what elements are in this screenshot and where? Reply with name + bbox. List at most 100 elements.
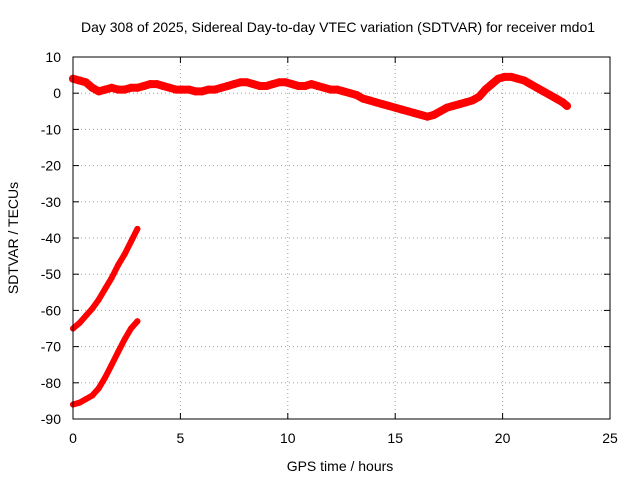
x-tick-label: 20: [495, 430, 511, 446]
data-point: [101, 85, 110, 94]
data-point: [121, 251, 128, 258]
data-point: [429, 110, 438, 119]
data-point: [249, 80, 258, 89]
data-point: [223, 82, 232, 90]
series-upper-curve: [70, 225, 141, 332]
data-point: [236, 78, 245, 87]
data-point: [89, 392, 96, 399]
data-point: [134, 225, 141, 232]
data-point: [449, 101, 458, 110]
data-point: [128, 325, 134, 332]
y-tick-label: 10: [45, 49, 61, 65]
data-point: [333, 85, 342, 94]
data-point: [102, 374, 109, 381]
data-point: [230, 80, 239, 89]
series-main-band: [69, 72, 571, 121]
data-point: [301, 82, 309, 90]
data-point: [243, 78, 251, 87]
data-point: [127, 83, 135, 92]
data-point: [288, 80, 297, 89]
data-point: [82, 396, 89, 403]
data-point: [133, 83, 142, 92]
y-tick-label: -90: [41, 411, 61, 427]
data-point: [159, 82, 168, 90]
data-point: [121, 336, 128, 343]
data-point: [359, 94, 367, 103]
data-point: [217, 83, 226, 92]
data-point: [436, 107, 445, 116]
data-point: [108, 361, 115, 368]
data-series: [69, 72, 571, 408]
data-point: [487, 80, 496, 89]
data-point: [185, 85, 193, 94]
data-point: [197, 87, 206, 96]
data-point: [89, 305, 96, 312]
data-point: [108, 274, 115, 281]
data-point: [294, 82, 303, 90]
x-tick-label: 5: [177, 430, 185, 446]
data-point: [391, 103, 400, 112]
data-point: [320, 83, 329, 92]
data-point: [115, 349, 122, 355]
series-line: [70, 225, 141, 332]
data-point: [371, 98, 380, 107]
data-point: [210, 85, 219, 94]
data-point: [552, 94, 561, 103]
y-tick-label: -80: [41, 375, 61, 391]
data-point: [88, 83, 97, 92]
axis-ticks: 0 5 10 15 20 25 10 0 -10 -20 -30 -40 -50 -60 -70 -80 -90: [41, 49, 618, 446]
data-point: [455, 100, 464, 109]
series-lower-curve: [70, 318, 141, 408]
data-point: [146, 80, 155, 89]
data-point: [339, 87, 348, 96]
chart-title: Day 308 of 2025, Sidereal Day-to-day VTE…: [81, 19, 595, 35]
data-point: [481, 85, 490, 94]
data-point: [507, 72, 516, 81]
data-point: [397, 105, 406, 114]
data-point: [539, 87, 548, 96]
data-point: [75, 76, 84, 85]
y-tick-label: 0: [53, 85, 61, 101]
data-point: [120, 85, 129, 94]
y-tick-label: -20: [41, 158, 61, 174]
data-point: [76, 320, 83, 327]
data-point: [134, 318, 141, 325]
y-tick-label: -60: [41, 302, 61, 318]
data-point: [384, 101, 393, 110]
data-point: [563, 101, 571, 110]
data-point: [94, 87, 103, 96]
data-point: [500, 72, 509, 81]
data-point: [545, 91, 554, 99]
data-point: [326, 85, 335, 94]
x-tick-label: 0: [69, 430, 77, 446]
data-point: [107, 83, 116, 92]
data-point: [307, 80, 316, 89]
data-point: [204, 85, 213, 94]
data-point: [494, 74, 503, 83]
data-point: [268, 80, 277, 89]
data-point: [115, 262, 122, 269]
data-point: [352, 91, 361, 99]
data-point: [313, 82, 322, 90]
data-point: [475, 92, 483, 101]
data-point: [262, 82, 271, 90]
data-point: [172, 85, 181, 94]
y-tick-label: -50: [41, 266, 61, 282]
data-point: [346, 89, 355, 98]
data-point: [95, 385, 102, 392]
data-point: [365, 96, 374, 105]
data-point: [275, 78, 284, 87]
data-point: [417, 110, 425, 119]
data-point: [410, 109, 419, 118]
data-point: [281, 78, 290, 87]
grid-lines: [73, 57, 610, 419]
data-point: [114, 85, 123, 94]
data-point: [76, 399, 83, 406]
x-tick-label: 25: [602, 430, 618, 446]
data-point: [102, 285, 109, 292]
data-point: [128, 238, 134, 245]
y-tick-label: -70: [41, 339, 61, 355]
data-point: [513, 74, 522, 83]
data-point: [533, 83, 541, 92]
